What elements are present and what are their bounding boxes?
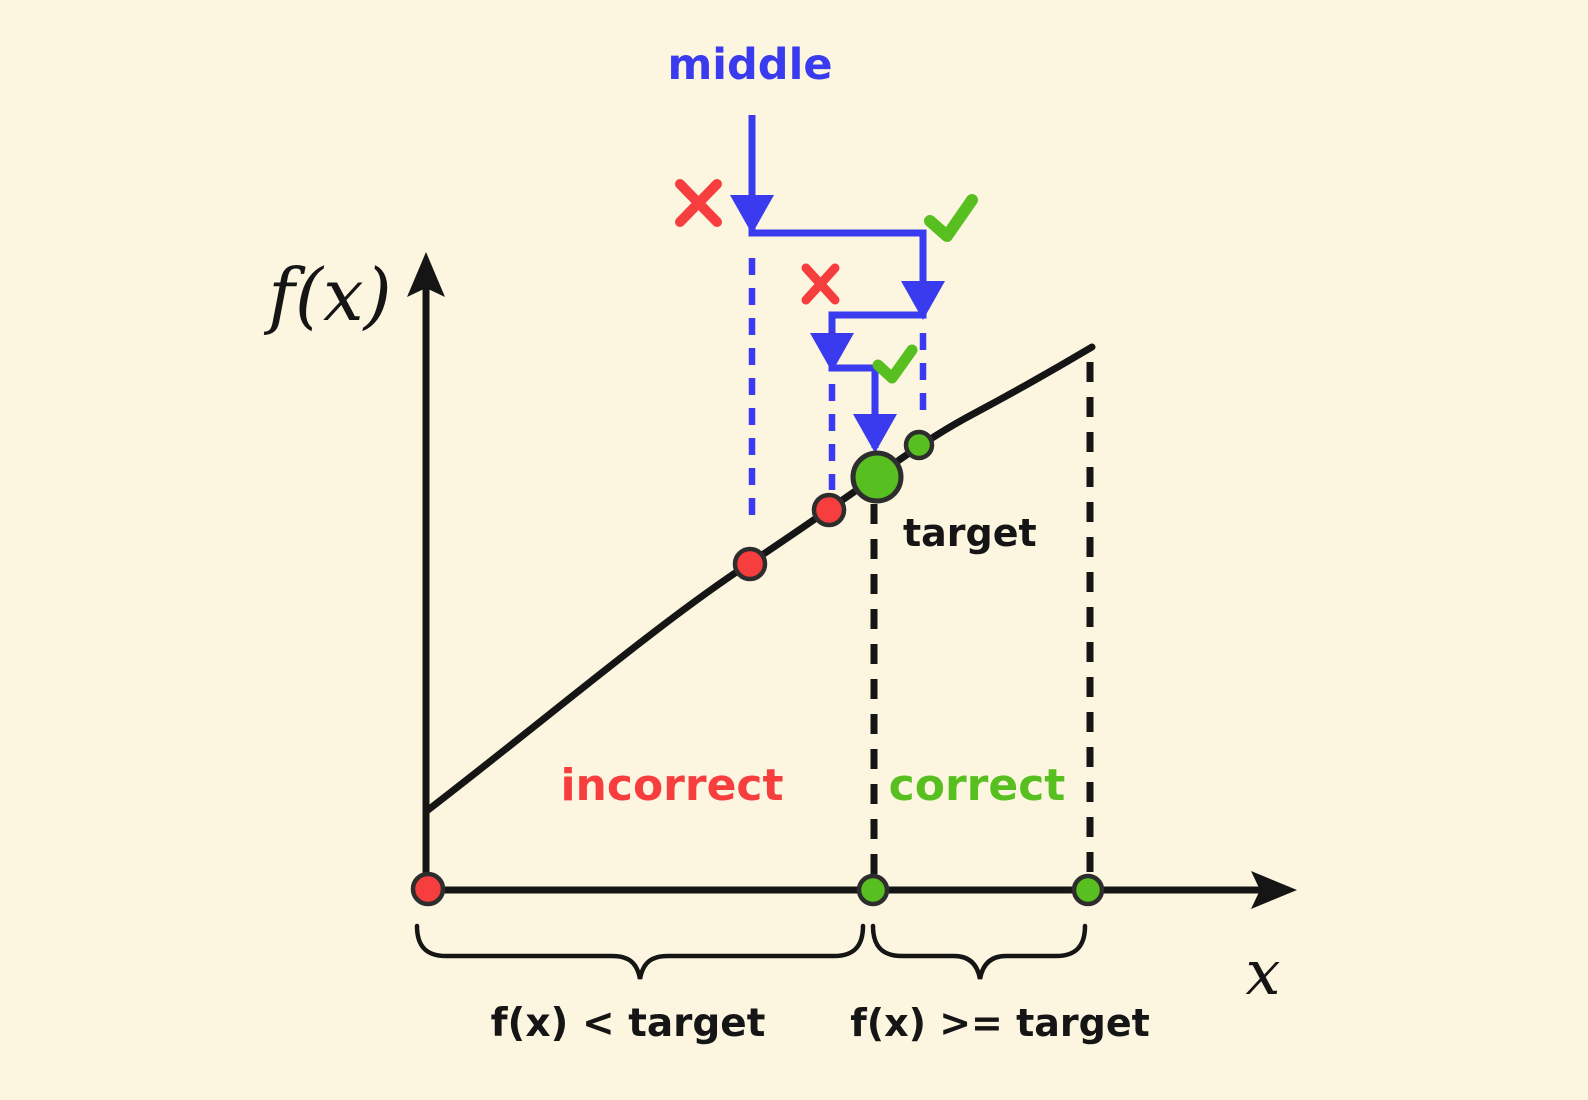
- y-axis-label: f(x): [263, 253, 391, 337]
- incorrect-region-label: incorrect: [560, 760, 783, 811]
- curve-dot-target: [850, 450, 904, 504]
- axis-dot-red: [410, 871, 446, 907]
- left-region-condition-label: f(x) < target: [491, 1001, 766, 1046]
- down-arrow-icon: [901, 281, 945, 320]
- target-label: target: [903, 511, 1037, 555]
- x-mark-icon: [801, 263, 840, 305]
- curve-dot-red-2: [811, 492, 847, 528]
- right-region-condition-label: f(x) >= target: [850, 1001, 1150, 1045]
- curve-dot-red-1: [732, 546, 768, 582]
- y-axis: [407, 252, 445, 890]
- x-axis-label: x: [1246, 936, 1281, 1009]
- x-axis-arrowhead-icon: [1251, 871, 1297, 909]
- checkmark-icon: [924, 194, 978, 242]
- x-mark-icon: [675, 179, 722, 227]
- search-path: [730, 115, 945, 453]
- down-arrow-icon: [853, 414, 897, 453]
- search-path-line: [748, 115, 927, 448]
- x-axis: [426, 871, 1297, 909]
- correct-region-label: correct: [889, 760, 1066, 811]
- down-arrow-icon: [730, 195, 774, 234]
- axis-dot-green-2: [1071, 873, 1105, 907]
- curve-dot-green-small: [903, 429, 935, 461]
- checkmark-icon: [872, 344, 918, 384]
- function-curve: [424, 343, 1096, 814]
- down-arrow-icon: [810, 333, 854, 372]
- middle-label: middle: [667, 40, 832, 90]
- y-axis-arrowhead-icon: [407, 252, 445, 297]
- right-underbrace: [870, 923, 1088, 980]
- axis-dot-green-1: [856, 873, 890, 907]
- left-underbrace: [414, 923, 866, 980]
